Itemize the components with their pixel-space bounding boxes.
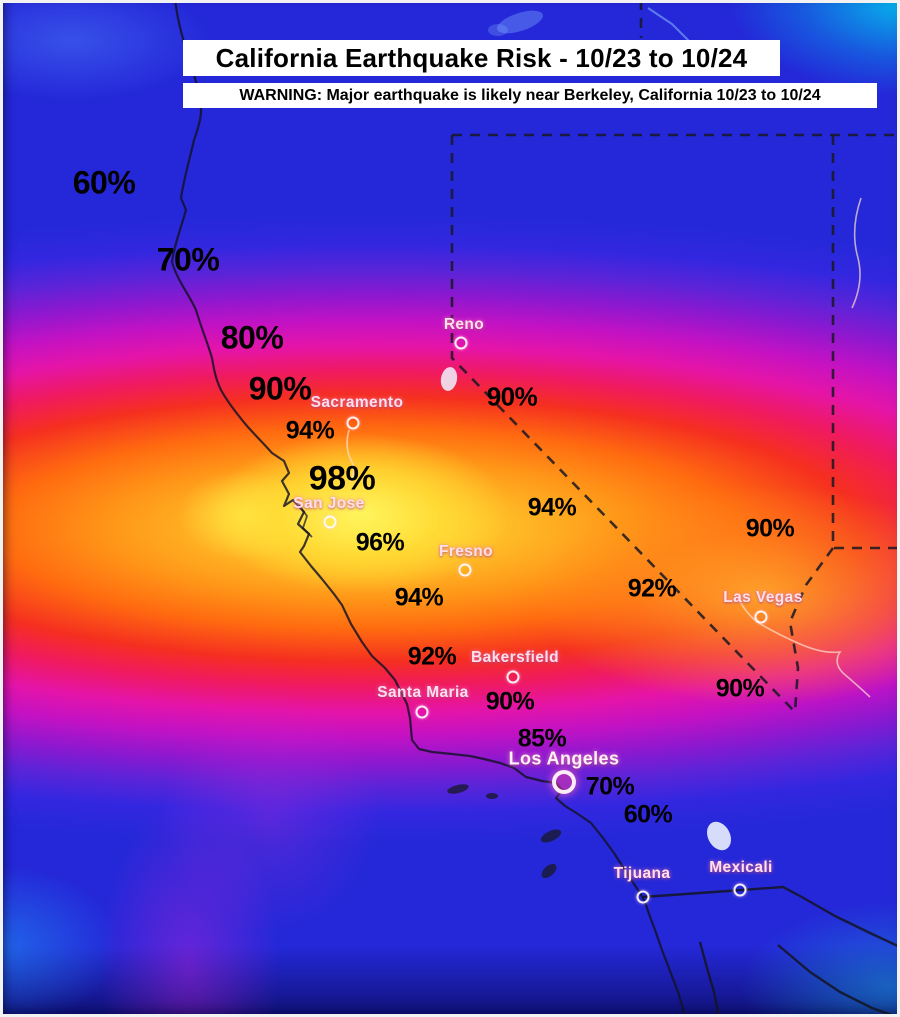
nevada-utah-border (831, 135, 900, 550)
risk-percent-label-14: 90% (715, 674, 765, 703)
risk-percent-label-3: 90% (248, 370, 312, 407)
city-label-fresno: Fresno (438, 543, 494, 560)
risk-percent-label-13: 90% (745, 514, 795, 543)
risk-percent-label-0: 60% (72, 164, 136, 201)
city-label-reno: Reno (443, 316, 485, 333)
city-marker-reno (454, 336, 468, 350)
risk-percent-label-2: 80% (220, 319, 284, 356)
risk-percent-label-7: 90% (486, 381, 538, 412)
risk-percent-label-16: 70% (585, 772, 635, 801)
sf-bay-shore (298, 504, 313, 538)
risk-percent-label-8: 94% (527, 493, 577, 522)
gulf-coast (777, 944, 900, 1017)
city-label-sacramento: Sacramento (310, 394, 404, 411)
nevada-arizona-border (788, 547, 835, 713)
lake-tahoe (440, 367, 458, 391)
city-label-los-angeles: Los Angeles (508, 748, 620, 769)
city-label-tijuana: Tijuana (613, 865, 671, 882)
city-marker-fresno (458, 563, 472, 577)
city-marker-tijuana (636, 890, 650, 904)
city-marker-mexicali (733, 883, 747, 897)
city-label-santa-maria: Santa Maria (377, 684, 469, 701)
risk-percent-label-6: 96% (355, 528, 405, 557)
mexico-border (642, 885, 900, 1017)
city-marker-santa-maria (415, 705, 429, 719)
risk-percent-label-12: 92% (627, 574, 677, 603)
risk-percent-label-11: 90% (485, 687, 535, 716)
warning-banner: WARNING: Major earthquake is likely near… (183, 83, 877, 108)
salton-sea (707, 821, 731, 851)
city-label-mexicali: Mexicali (709, 859, 773, 876)
map-title: California Earthquake Risk - 10/23 to 10… (183, 40, 780, 76)
channel-islands (447, 784, 562, 879)
baja-east-coast (698, 941, 721, 1017)
risk-percent-label-17: 60% (623, 800, 673, 829)
california-nevada-border (450, 135, 796, 713)
river-lines (346, 197, 871, 698)
risk-percent-label-9: 94% (394, 583, 444, 612)
city-marker-sacramento (346, 416, 360, 430)
city-label-las-vegas: Las Vegas (723, 589, 803, 606)
ocean-texture (488, 7, 691, 43)
state-borders (450, 0, 900, 713)
city-label-san-jose: San Jose (293, 495, 365, 512)
city-marker-bakersfield (506, 670, 520, 684)
lakes (440, 367, 731, 851)
city-marker-los-angeles (552, 770, 576, 794)
risk-percent-label-10: 92% (407, 642, 457, 671)
pacific-coastline (170, 0, 687, 1017)
city-marker-san-jose (323, 515, 337, 529)
risk-percent-label-1: 70% (156, 241, 220, 278)
risk-percent-label-4: 94% (285, 416, 335, 445)
risk-percent-label-15: 85% (517, 724, 567, 753)
risk-percent-label-5: 98% (308, 459, 376, 498)
city-label-bakersfield: Bakersfield (471, 649, 559, 666)
city-marker-las-vegas (754, 610, 768, 624)
